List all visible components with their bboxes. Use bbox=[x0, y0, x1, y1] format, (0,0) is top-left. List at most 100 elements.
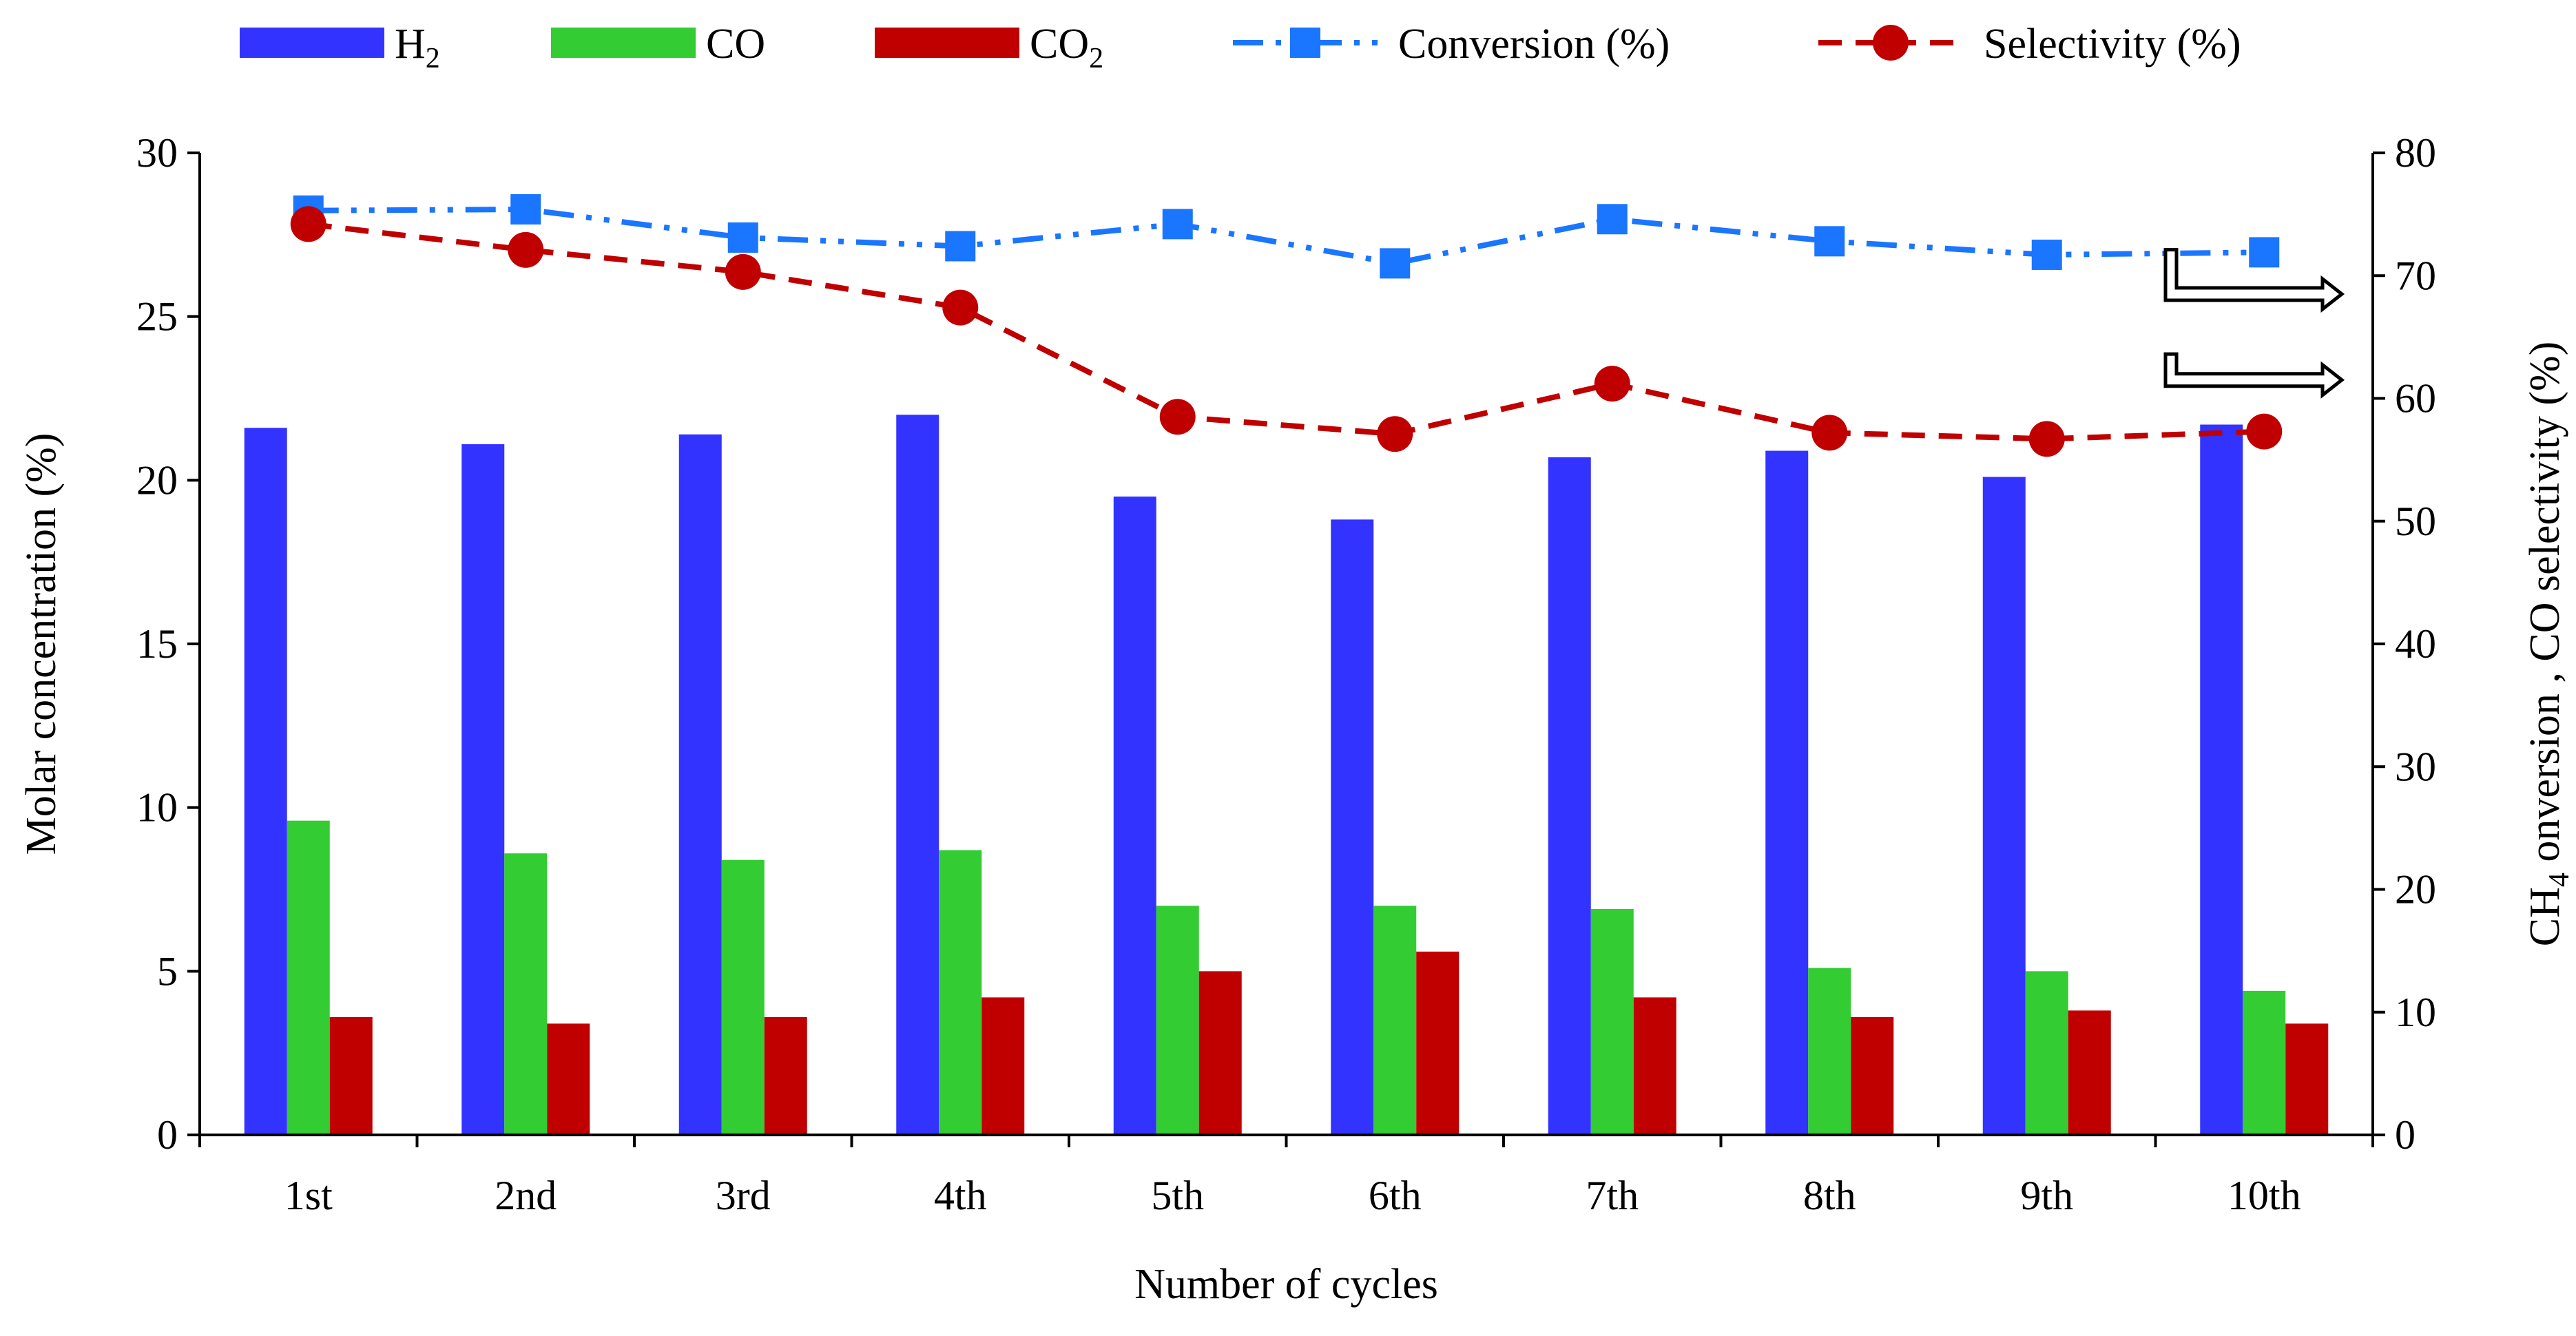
bar-h2-5th bbox=[1113, 497, 1156, 1135]
bar-co2-3rd bbox=[764, 1016, 807, 1135]
marker-selectivity-8th bbox=[1811, 415, 1848, 451]
bar-h2-9th bbox=[1982, 477, 2026, 1135]
y2-tick-label: 80 bbox=[2395, 130, 2436, 176]
legend-label-conversion: Conversion (%) bbox=[1398, 21, 1670, 67]
y2-tick-label: 70 bbox=[2395, 253, 2436, 298]
marker-conversion-10th bbox=[2249, 237, 2280, 268]
marker-conversion-4th bbox=[945, 231, 976, 262]
bar-h2-6th bbox=[1331, 519, 1374, 1135]
y-tick-label: 30 bbox=[136, 130, 178, 176]
marker-conversion-2nd bbox=[510, 194, 541, 225]
x-tick-label: 9th bbox=[2020, 1173, 2073, 1218]
marker-selectivity-1st bbox=[290, 206, 326, 242]
bar-h2-10th bbox=[2200, 424, 2243, 1136]
y2-tick-label: 50 bbox=[2395, 499, 2436, 544]
y-tick-label: 0 bbox=[157, 1112, 178, 1158]
bar-co2-9th bbox=[2068, 1010, 2111, 1135]
bar-h2-1st bbox=[244, 428, 287, 1135]
y2-tick-label: 10 bbox=[2395, 990, 2436, 1035]
x-tick-label: 6th bbox=[1369, 1173, 1422, 1218]
marker-selectivity-6th bbox=[1377, 416, 1413, 452]
y2-tick-label: 0 bbox=[2395, 1112, 2416, 1158]
legend-swatch-co2 bbox=[875, 28, 1019, 58]
y-tick-label: 20 bbox=[136, 457, 178, 503]
marker-conversion-5th bbox=[1162, 209, 1193, 240]
bar-co2-1st bbox=[329, 1016, 373, 1135]
bar-h2-7th bbox=[1548, 457, 1591, 1135]
y2-tick-label: 30 bbox=[2395, 744, 2436, 789]
marker-selectivity-5th bbox=[1159, 399, 1196, 435]
bar-co-9th bbox=[2025, 971, 2068, 1135]
bar-co2-10th bbox=[2285, 1023, 2329, 1135]
legend-label-co: CO bbox=[706, 21, 765, 67]
bar-co2-5th bbox=[1198, 971, 1242, 1135]
legend-marker-conversion bbox=[1290, 28, 1320, 58]
bar-h2-8th bbox=[1765, 450, 1809, 1135]
x-tick-label: 3rd bbox=[716, 1173, 771, 1218]
bar-co-7th bbox=[1590, 909, 1634, 1135]
y-axis-title: Molar concentration (%) bbox=[18, 433, 65, 855]
y2-tick-label: 20 bbox=[2395, 867, 2436, 912]
y-tick-label: 25 bbox=[136, 294, 178, 340]
bar-series-group bbox=[244, 415, 2329, 1136]
x-tick-label: 5th bbox=[1151, 1173, 1204, 1218]
bar-co2-7th bbox=[1633, 997, 1676, 1135]
y-tick-label: 10 bbox=[136, 785, 178, 831]
x-tick-label: 8th bbox=[1803, 1173, 1856, 1218]
x-axis-title: Number of cycles bbox=[1134, 1261, 1438, 1308]
legend-swatch-co bbox=[551, 28, 696, 58]
legend-label-selectivity: Selectivity (%) bbox=[1984, 21, 2241, 67]
bar-h2-3rd bbox=[678, 434, 722, 1135]
bar-co2-2nd bbox=[547, 1023, 590, 1135]
y-tick-label: 5 bbox=[157, 948, 178, 994]
x-tick-label: 2nd bbox=[495, 1173, 557, 1218]
arrow-shape bbox=[2163, 248, 2345, 313]
bar-co2-4th bbox=[981, 997, 1025, 1135]
x-tick-label: 4th bbox=[934, 1173, 987, 1218]
bar-co-6th bbox=[1373, 906, 1417, 1135]
legend-swatch-h2 bbox=[240, 28, 384, 58]
line-selectivity bbox=[308, 221, 2265, 442]
bar-co2-8th bbox=[1851, 1016, 1894, 1135]
legend: H2 CO CO2 Conversion (%) Selectivity (%) bbox=[240, 21, 2241, 74]
y-tick-label: 15 bbox=[136, 621, 178, 667]
selectivity-axis-arrow bbox=[2163, 352, 2345, 399]
marker-selectivity-2nd bbox=[508, 231, 544, 268]
arrow-shape bbox=[2163, 352, 2345, 399]
line-series-group bbox=[290, 194, 2283, 457]
bar-co-5th bbox=[1156, 906, 1199, 1135]
y2-tick-label: 60 bbox=[2395, 376, 2436, 421]
x-tick-label: 10th bbox=[2227, 1173, 2301, 1218]
marker-selectivity-7th bbox=[1594, 366, 1630, 402]
marker-conversion-9th bbox=[2031, 239, 2062, 270]
marker-selectivity-10th bbox=[2246, 413, 2283, 450]
axis-arrows bbox=[2163, 248, 2345, 399]
legend-marker-selectivity bbox=[1873, 25, 1909, 61]
marker-conversion-7th bbox=[1597, 204, 1628, 235]
legend-label-h2: H2 bbox=[395, 21, 440, 74]
bar-co-10th bbox=[2243, 990, 2286, 1135]
marker-conversion-3rd bbox=[727, 222, 758, 253]
conversion-axis-arrow bbox=[2163, 248, 2345, 313]
marker-selectivity-3rd bbox=[725, 253, 761, 290]
y2-axis-title: CH4 onversion , CO selectivity (%) bbox=[2522, 342, 2575, 947]
x-tick-label: 1st bbox=[284, 1173, 333, 1218]
marker-selectivity-4th bbox=[942, 289, 979, 326]
bar-co-3rd bbox=[721, 859, 765, 1135]
bar-co-1st bbox=[287, 820, 330, 1135]
bar-co-4th bbox=[939, 850, 982, 1135]
bar-h2-4th bbox=[896, 415, 939, 1136]
axes: 0 5 10 15 20 25 30 0 10 20 30 40 50 60 70 80 1st 2nd 3rd 4t… bbox=[18, 130, 2575, 1308]
bar-co-2nd bbox=[504, 853, 548, 1135]
bar-co2-6th bbox=[1416, 951, 1460, 1135]
x-tick-label: 7th bbox=[1586, 1173, 1639, 1218]
marker-conversion-6th bbox=[1380, 248, 1411, 279]
bar-co-8th bbox=[1808, 968, 1851, 1135]
marker-conversion-8th bbox=[1814, 226, 1845, 257]
legend-label-co2: CO2 bbox=[1030, 21, 1103, 74]
line-conversion bbox=[308, 206, 2265, 267]
y2-tick-label: 40 bbox=[2395, 621, 2436, 667]
bar-h2-2nd bbox=[461, 444, 505, 1135]
marker-selectivity-9th bbox=[2028, 421, 2065, 457]
